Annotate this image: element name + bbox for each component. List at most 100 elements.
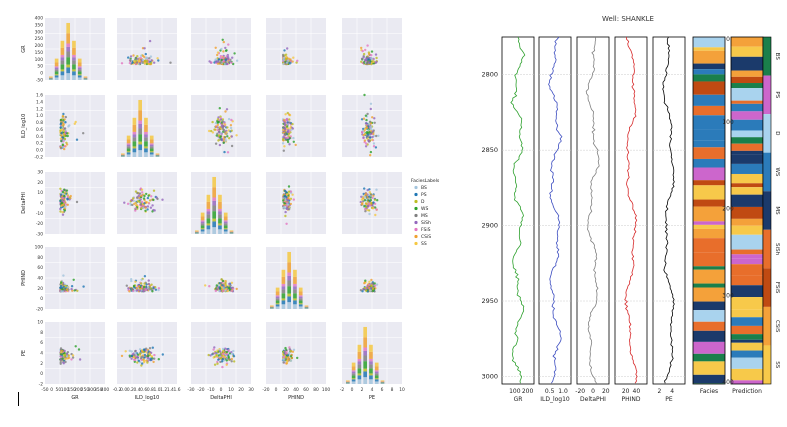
pair-scatter-point	[368, 197, 371, 200]
pair-x-tick-label: 6	[381, 387, 384, 393]
pair-scatter-point	[142, 205, 145, 208]
facies-band	[693, 47, 725, 51]
pair-hist-bar	[346, 380, 350, 382]
pair-scatter-point	[146, 361, 149, 364]
pair-y-tick-label: 1.0	[36, 113, 43, 119]
pair-y-tick-label: 250	[35, 36, 44, 42]
pair-scatter-point	[63, 209, 67, 212]
pair-scatter-point	[62, 361, 65, 364]
pair-scatter-point	[360, 118, 364, 121]
pair-scatter-point	[223, 123, 227, 126]
pair-scatter-point	[61, 288, 64, 291]
pair-scatter-point	[216, 132, 219, 135]
pair-hist-bar	[223, 229, 228, 232]
pair-scatter-point	[136, 55, 139, 58]
pair-scatter-point	[375, 283, 379, 286]
pair-scatter-point	[209, 354, 212, 357]
pair-hist-bar	[357, 358, 362, 362]
facies-band	[693, 147, 725, 159]
pair-scatter-point	[68, 198, 71, 201]
pair-scatter-point	[219, 350, 222, 353]
pair-hist-bar	[212, 187, 216, 198]
pair-scatter-point	[368, 191, 371, 194]
pair-scatter-point	[226, 289, 229, 293]
pair-scatter-point	[215, 284, 218, 287]
colorbar-segment	[763, 306, 771, 346]
pair-hist-bar	[275, 287, 280, 292]
pair-scatter-point	[288, 113, 291, 116]
facies-band	[693, 266, 725, 270]
pair-scatter-point	[363, 93, 366, 97]
pair-x-tick-label: 400	[101, 387, 110, 393]
pair-scatter-point	[130, 278, 133, 281]
pair-hist-bar	[229, 230, 234, 232]
pair-scatter-point	[75, 138, 79, 141]
pair-scatter-point	[362, 52, 366, 56]
pair-hist-bar	[212, 211, 216, 219]
pair-scatter-point	[154, 288, 158, 291]
pair-scatter-point	[371, 196, 374, 199]
pair-hist-bar	[72, 47, 76, 55]
log-track-label: ILD_log10	[540, 396, 570, 403]
pair-hist-bar	[195, 230, 199, 232]
pair-scatter-point	[153, 353, 156, 357]
pair-scatter-point	[231, 352, 234, 356]
facies-band	[731, 194, 763, 207]
pair-hist-bar	[149, 144, 154, 147]
facies-band	[731, 88, 763, 101]
pair-plot: 400350300250200150100500-50GR1.61.41.21.…	[21, 16, 405, 402]
facies-band	[731, 350, 763, 358]
pair-scatter-point	[283, 133, 287, 136]
pair-scatter-point	[78, 358, 82, 361]
pair-scatter-point	[218, 289, 221, 293]
pair-hist-bar	[298, 303, 303, 305]
depth-tick-label: 2850	[481, 146, 498, 154]
pair-scatter-point	[207, 353, 210, 357]
pair-hist-bar	[77, 66, 82, 68]
pair-scatter-point	[143, 55, 146, 59]
log-x-tick-label: 2	[657, 388, 661, 395]
pair-scatter-point	[292, 136, 295, 140]
pair-scatter-point	[157, 287, 161, 290]
pair-hist-bar	[54, 74, 59, 76]
pair-scatter-point	[60, 281, 63, 284]
facies-band	[693, 206, 725, 222]
pair-hist-bar	[72, 75, 76, 80]
pair-x-tick-label: 30	[248, 387, 254, 393]
pair-scatter-point	[214, 46, 217, 49]
pair-scatter-point	[137, 359, 140, 363]
pair-hist-bar	[357, 379, 362, 384]
pair-scatter-point	[217, 358, 220, 361]
pair-hist-bar	[144, 152, 148, 157]
pair-scatter-point	[218, 143, 222, 147]
pair-scatter-point	[141, 362, 144, 365]
pair-hist-bar	[293, 289, 297, 294]
pair-scatter-point	[365, 202, 368, 206]
pair-x-tick-label: 8	[391, 387, 394, 393]
pair-scatter-point	[139, 352, 142, 356]
pair-hist-bar	[149, 148, 154, 152]
pair-y-tick-label: 4	[40, 351, 43, 357]
pair-scatter-point	[286, 193, 289, 196]
pair-x-tick-label: 10	[399, 387, 405, 393]
pair-hist-bar	[66, 43, 70, 47]
pair-hist-bar	[60, 54, 65, 58]
well-title: Well: SHANKLE	[602, 15, 654, 23]
facies-band	[693, 221, 725, 225]
pair-hist-bar	[281, 289, 286, 294]
facies-band	[693, 81, 725, 95]
pair-scatter-point	[131, 203, 134, 207]
pair-scatter-point	[368, 204, 372, 207]
pair-scatter-point	[362, 133, 365, 137]
pair-scatter-point	[60, 134, 63, 137]
pair-scatter-point	[285, 61, 289, 64]
legend-marker	[414, 227, 418, 232]
pair-scatter-point	[292, 140, 295, 143]
pair-hist-bar	[72, 71, 76, 76]
pair-hist-bar	[77, 58, 82, 63]
pair-scatter-point	[366, 112, 369, 116]
facies-band	[731, 103, 763, 112]
pair-scatter-point	[361, 49, 364, 53]
pair-scatter-point	[364, 48, 367, 52]
pair-scatter-point	[217, 130, 221, 134]
